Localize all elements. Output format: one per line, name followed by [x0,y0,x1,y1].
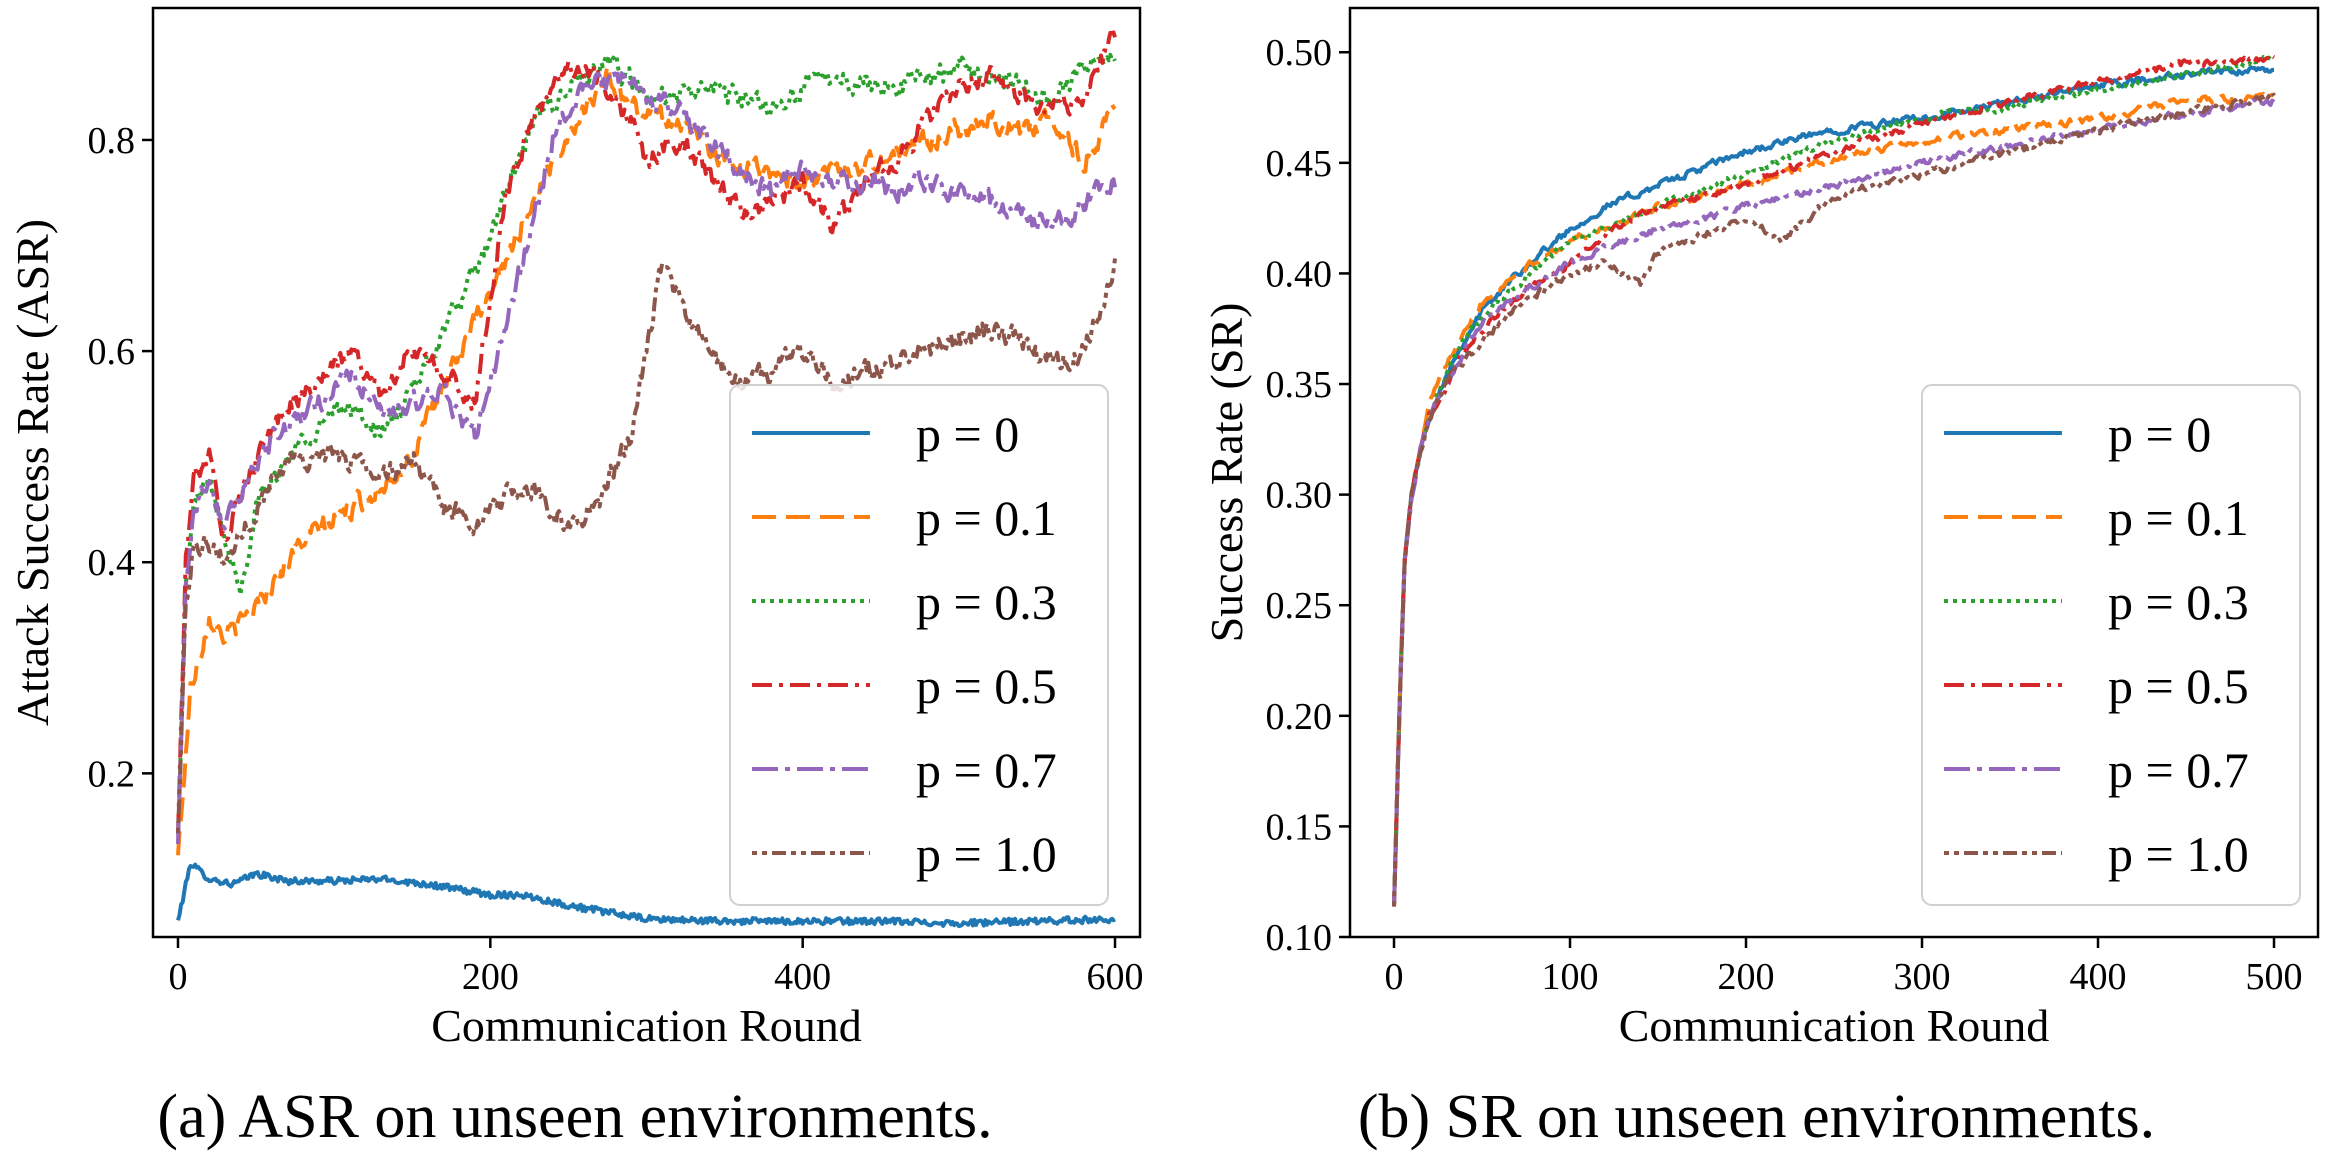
y-axis: 0.2 0.4 0.6 0.8 [88,120,153,795]
series-line-p-0-5 [176,30,1117,834]
y-tick-label: 0.15 [1266,806,1333,848]
series-line-p-0-1 [176,63,1117,856]
x-axis-label: Communication Round [1619,1000,2050,1051]
x-tick-label: 400 [2070,956,2127,998]
legend-label: p = 0 [2108,406,2211,462]
x-tick-label: 400 [774,956,831,998]
caption-b: (b) SR on unseen environments. [1357,1083,2156,1151]
legend-label: p = 0.7 [2108,742,2249,798]
x-tick-label: 0 [1385,956,1404,998]
series-line-p-0 [176,862,1116,929]
series-line-p-0-5 [1392,54,2276,907]
y-tick-label: 0.45 [1266,143,1333,185]
y-tick-label: 0.40 [1266,253,1333,295]
x-axis: 0 200 400 600 [168,937,1144,998]
legend-label: p = 0.5 [2108,658,2249,714]
chart-asr: 0 200 400 600 0.2 0.4 0.6 0.8 Communication Roun… [7,6,1144,1051]
y-tick-label: 0.35 [1266,364,1333,406]
y-tick-label: 0.20 [1266,696,1333,738]
y-axis: 0.10 0.15 0.20 0.25 0.30 0.35 0.40 0.45 0.50 [1266,32,1350,959]
series-line-p-0-7 [176,68,1117,844]
legend-label: p = 0.3 [916,574,1057,630]
y-tick-label: 0.6 [88,331,136,373]
y-tick-label: 0.50 [1266,32,1333,74]
legend-label: p = 0.3 [2108,574,2249,630]
y-tick-label: 0.8 [88,120,136,162]
series-line-p-0-7 [1392,97,2276,907]
x-axis-label: Communication Round [431,1000,862,1051]
series-line-p-1-0 [176,258,1117,834]
series-lines [1392,54,2276,907]
x-tick-label: 100 [1542,956,1599,998]
caption-a: (a) ASR on unseen environments. [157,1083,993,1151]
plot-frame [151,6,1142,939]
legend-label: p = 0.1 [916,490,1057,546]
legend: p = 0 p = 0.1 p = 0.3 p = 0.5 p = 0.7 p = 1.0 [729,384,1109,906]
legend-label: p = 1.0 [2108,826,2249,882]
series-line-p-0 [1392,65,2275,907]
y-axis-label: Attack Success Rate (ASR) [7,219,58,726]
series-line-p-1-0 [1392,90,2276,907]
y-axis-label: Success Rate (SR) [1201,303,1252,643]
series-line-p-0-3 [1392,54,2275,907]
x-tick-label: 200 [462,956,519,998]
legend-label: p = 0.5 [916,658,1057,714]
y-tick-label: 0.25 [1266,585,1333,627]
y-tick-label: 0.10 [1266,917,1333,959]
y-tick-label: 0.30 [1266,475,1333,517]
x-tick-label: 0 [168,956,187,998]
x-tick-label: 200 [1718,956,1775,998]
legend-label: p = 0.1 [2108,490,2249,546]
chart-sr: 0 100 200 300 400 500 0.10 0.15 0.20 0.25 0.30 0.35… [1201,6,2320,1051]
legend-label: p = 0.7 [916,742,1057,798]
series-lines [176,30,1117,929]
y-tick-label: 0.2 [88,753,136,795]
legend-label: p = 0 [916,406,1019,462]
series-line-p-0-1 [1392,90,2276,907]
plot-frame [1348,6,2320,939]
x-axis: 0 100 200 300 400 500 [1385,937,2303,998]
x-tick-label: 600 [1087,956,1144,998]
x-tick-label: 300 [1894,956,1951,998]
y-tick-label: 0.4 [88,542,136,584]
series-line-p-0-3 [176,52,1117,834]
x-tick-label: 500 [2246,956,2303,998]
legend-label: p = 1.0 [916,826,1057,882]
legend: p = 0 p = 0.1 p = 0.3 p = 0.5 p = 0.7 p = 1.0 [1921,384,2301,906]
